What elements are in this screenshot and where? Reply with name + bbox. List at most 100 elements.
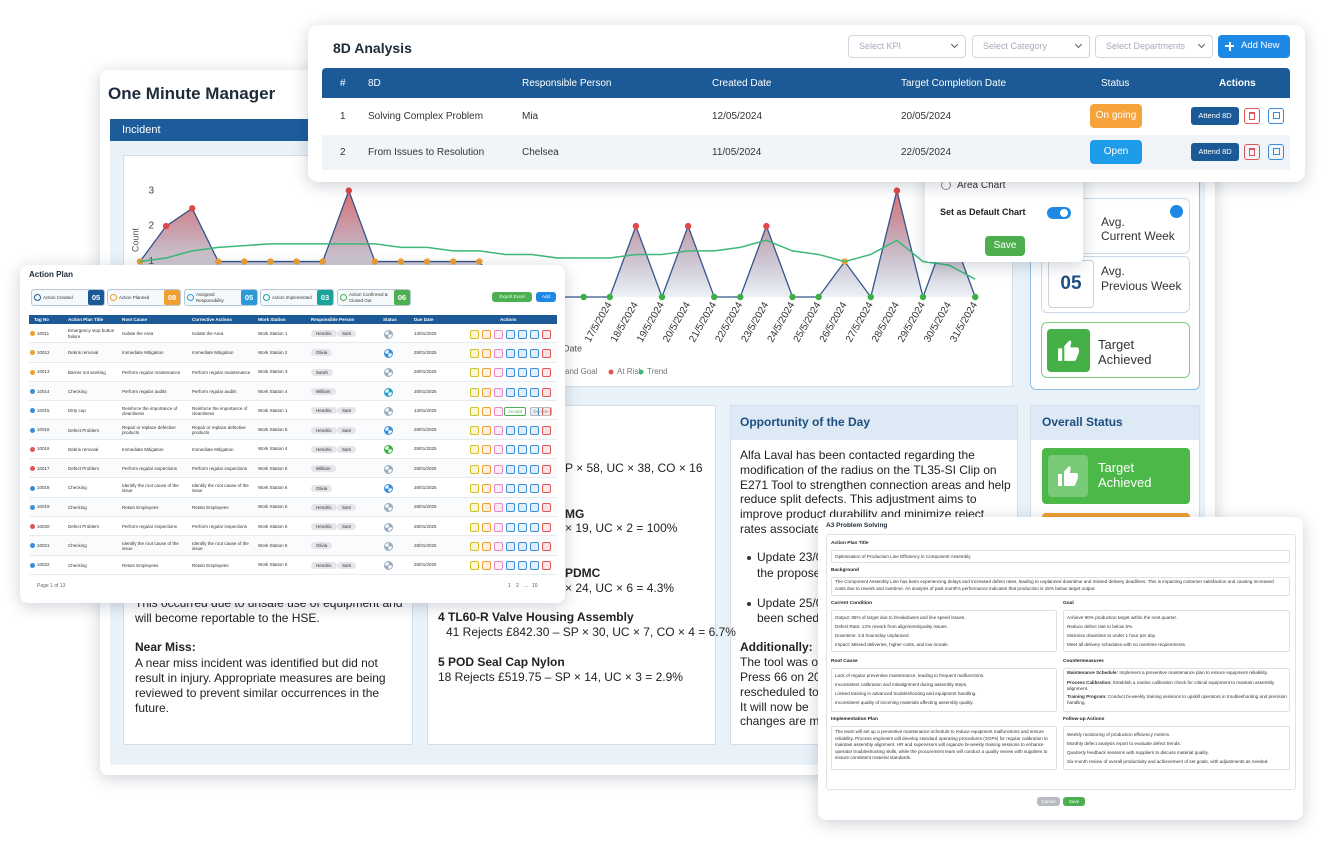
action-icon[interactable] <box>530 484 539 493</box>
action-icon[interactable] <box>506 426 515 436</box>
action-icon[interactable] <box>506 541 515 551</box>
action-icon[interactable] <box>494 484 503 493</box>
action-icon[interactable] <box>542 387 551 397</box>
action-icon[interactable] <box>506 368 515 378</box>
action-icon[interactable] <box>482 503 491 513</box>
action-icon[interactable] <box>470 484 479 493</box>
action-icon[interactable] <box>482 561 491 571</box>
action-icon[interactable] <box>542 464 551 474</box>
save-button[interactable]: Save <box>985 236 1025 256</box>
action-icon[interactable] <box>518 426 527 436</box>
attend-button[interactable]: Attend 8D <box>1191 107 1239 125</box>
action-icon[interactable] <box>530 426 539 436</box>
action-icon[interactable] <box>482 329 491 339</box>
export-button[interactable]: Export Excel <box>492 292 532 302</box>
tab[interactable]: Incident <box>110 119 310 141</box>
action-icon[interactable] <box>530 387 539 397</box>
select[interactable] <box>972 35 1090 58</box>
action-icon[interactable] <box>494 541 503 551</box>
action-icon[interactable] <box>482 464 491 474</box>
action-icon[interactable] <box>494 426 503 436</box>
action-icon[interactable] <box>494 406 503 416</box>
action-icon[interactable] <box>506 329 515 339</box>
action-icon[interactable] <box>542 329 551 339</box>
action-icon[interactable] <box>530 348 539 358</box>
delete-button[interactable] <box>1244 144 1260 160</box>
action-icon[interactable] <box>482 387 491 397</box>
action-icon[interactable] <box>542 426 551 436</box>
action-icon[interactable] <box>470 522 479 532</box>
action-icon[interactable] <box>470 329 479 339</box>
action-icon[interactable] <box>518 503 527 513</box>
cancel-button[interactable]: Cancel <box>1037 797 1060 806</box>
action-icon[interactable] <box>530 522 539 532</box>
action-icon[interactable] <box>518 561 527 571</box>
action-icon[interactable] <box>530 368 539 378</box>
action-icon[interactable] <box>530 445 539 455</box>
action-icon[interactable] <box>530 329 539 339</box>
action-icon[interactable] <box>494 561 503 571</box>
action-icon[interactable] <box>470 503 479 513</box>
action-icon[interactable] <box>494 348 503 358</box>
action-icon[interactable] <box>470 348 479 358</box>
action-icon[interactable] <box>530 561 539 571</box>
select[interactable] <box>848 35 966 58</box>
delete-button[interactable] <box>1244 108 1260 124</box>
action-icon[interactable] <box>542 484 551 493</box>
page-link[interactable]: ... <box>524 582 529 589</box>
action-icon[interactable] <box>542 561 551 571</box>
action-icon[interactable] <box>530 464 539 474</box>
select[interactable] <box>1095 35 1213 58</box>
action-icon[interactable] <box>470 368 479 378</box>
action-button[interactable]: Decline <box>530 406 552 416</box>
action-icon[interactable] <box>470 464 479 474</box>
action-icon[interactable] <box>470 387 479 397</box>
action-icon[interactable] <box>506 484 515 493</box>
action-icon[interactable] <box>482 348 491 358</box>
action-icon[interactable] <box>494 464 503 474</box>
action-icon[interactable] <box>506 348 515 358</box>
action-icon[interactable] <box>506 522 515 532</box>
action-icon[interactable] <box>470 445 479 455</box>
save-button[interactable]: Save <box>1063 797 1085 806</box>
action-icon[interactable] <box>518 484 527 493</box>
action-icon[interactable] <box>542 368 551 378</box>
action-icon[interactable] <box>542 522 551 532</box>
edit-button[interactable] <box>1268 144 1284 160</box>
page-link[interactable]: 10 <box>532 582 538 589</box>
action-icon[interactable] <box>494 503 503 513</box>
action-icon[interactable] <box>494 522 503 532</box>
action-icon[interactable] <box>542 503 551 513</box>
action-icon[interactable] <box>518 464 527 474</box>
action-icon[interactable] <box>470 541 479 551</box>
edit-button[interactable] <box>1268 108 1284 124</box>
action-icon[interactable] <box>470 561 479 571</box>
action-icon[interactable] <box>518 329 527 339</box>
action-icon[interactable] <box>482 368 491 378</box>
action-icon[interactable] <box>542 541 551 551</box>
action-icon[interactable] <box>518 387 527 397</box>
action-icon[interactable] <box>518 522 527 532</box>
action-icon[interactable] <box>518 368 527 378</box>
action-icon[interactable] <box>482 484 491 493</box>
action-icon[interactable] <box>494 445 503 455</box>
action-icon[interactable] <box>518 541 527 551</box>
add-button[interactable]: Add <box>536 292 556 302</box>
action-icon[interactable] <box>494 368 503 378</box>
action-icon[interactable] <box>470 406 479 416</box>
action-icon[interactable] <box>470 426 479 436</box>
action-icon[interactable] <box>506 464 515 474</box>
action-icon[interactable] <box>482 426 491 436</box>
page-link[interactable]: 1 <box>508 582 511 589</box>
action-icon[interactable] <box>494 329 503 339</box>
attend-button[interactable]: Attend 8D <box>1191 143 1239 161</box>
action-icon[interactable] <box>482 445 491 455</box>
action-icon[interactable] <box>494 387 503 397</box>
action-button[interactable]: Accept <box>504 406 526 416</box>
action-icon[interactable] <box>530 541 539 551</box>
action-icon[interactable] <box>482 406 491 416</box>
page-link[interactable]: 2 <box>516 582 519 589</box>
action-icon[interactable] <box>506 561 515 571</box>
action-icon[interactable] <box>482 541 491 551</box>
action-icon[interactable] <box>506 445 515 455</box>
